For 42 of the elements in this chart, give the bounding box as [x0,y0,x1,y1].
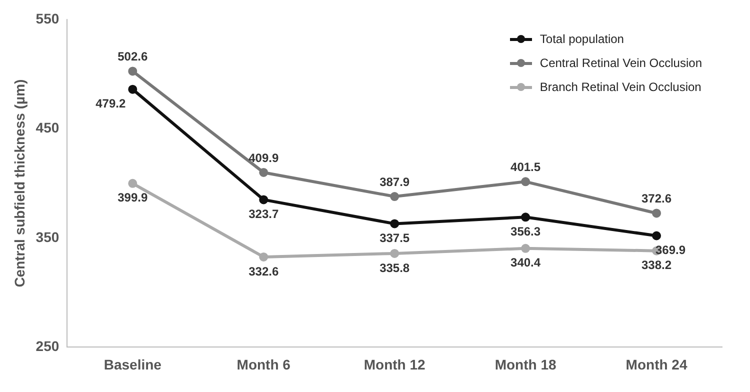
data-label: 372.6 [642,192,672,206]
data-label: 399.9 [118,190,148,205]
y-axis-title: Central subfield thickness (µm) [11,79,28,288]
y-tick-label: 550 [36,10,60,26]
data-label: 409.9 [248,150,279,165]
legend-label: Branch Retinal Vein Occlusion [540,80,702,94]
data-label: 338.2 [642,258,672,272]
point [521,177,530,186]
point [259,252,268,262]
x-tick-label: Month 24 [626,356,688,372]
data-label: 387.9 [380,174,410,189]
annotation: 479.2 [96,96,126,111]
data-label: 340.4 [510,256,541,270]
legend-label: Total population [540,32,624,46]
point [128,178,138,188]
data-label: 332.6 [248,264,279,278]
annotation: 356.3 [510,224,541,238]
point [521,244,530,253]
point [128,66,138,76]
annotation: 337.5 [380,231,410,246]
point [128,84,138,94]
x-tick-label: Month 18 [494,356,556,372]
y-tick-label: 450 [36,120,60,136]
y-tick-label: 250 [36,338,60,354]
annotation: 323.7 [248,207,279,222]
point [390,192,400,202]
point [390,248,400,258]
annotation: 369.9 [656,243,686,258]
point [521,212,530,222]
x-tick-label: Baseline [104,356,162,372]
point [259,168,268,177]
data-label: 401.5 [510,160,541,174]
point [652,208,662,218]
point [259,195,268,204]
point [652,231,662,240]
data-label: 502.6 [118,50,148,64]
data-label: 335.8 [380,260,410,275]
point [390,219,400,228]
y-tick-label: 350 [36,228,60,245]
x-tick-label: Month 12 [364,356,426,372]
legend-label: Central Retinal Vein Occlusion [540,56,702,70]
x-tick-label: Month 6 [236,356,291,372]
